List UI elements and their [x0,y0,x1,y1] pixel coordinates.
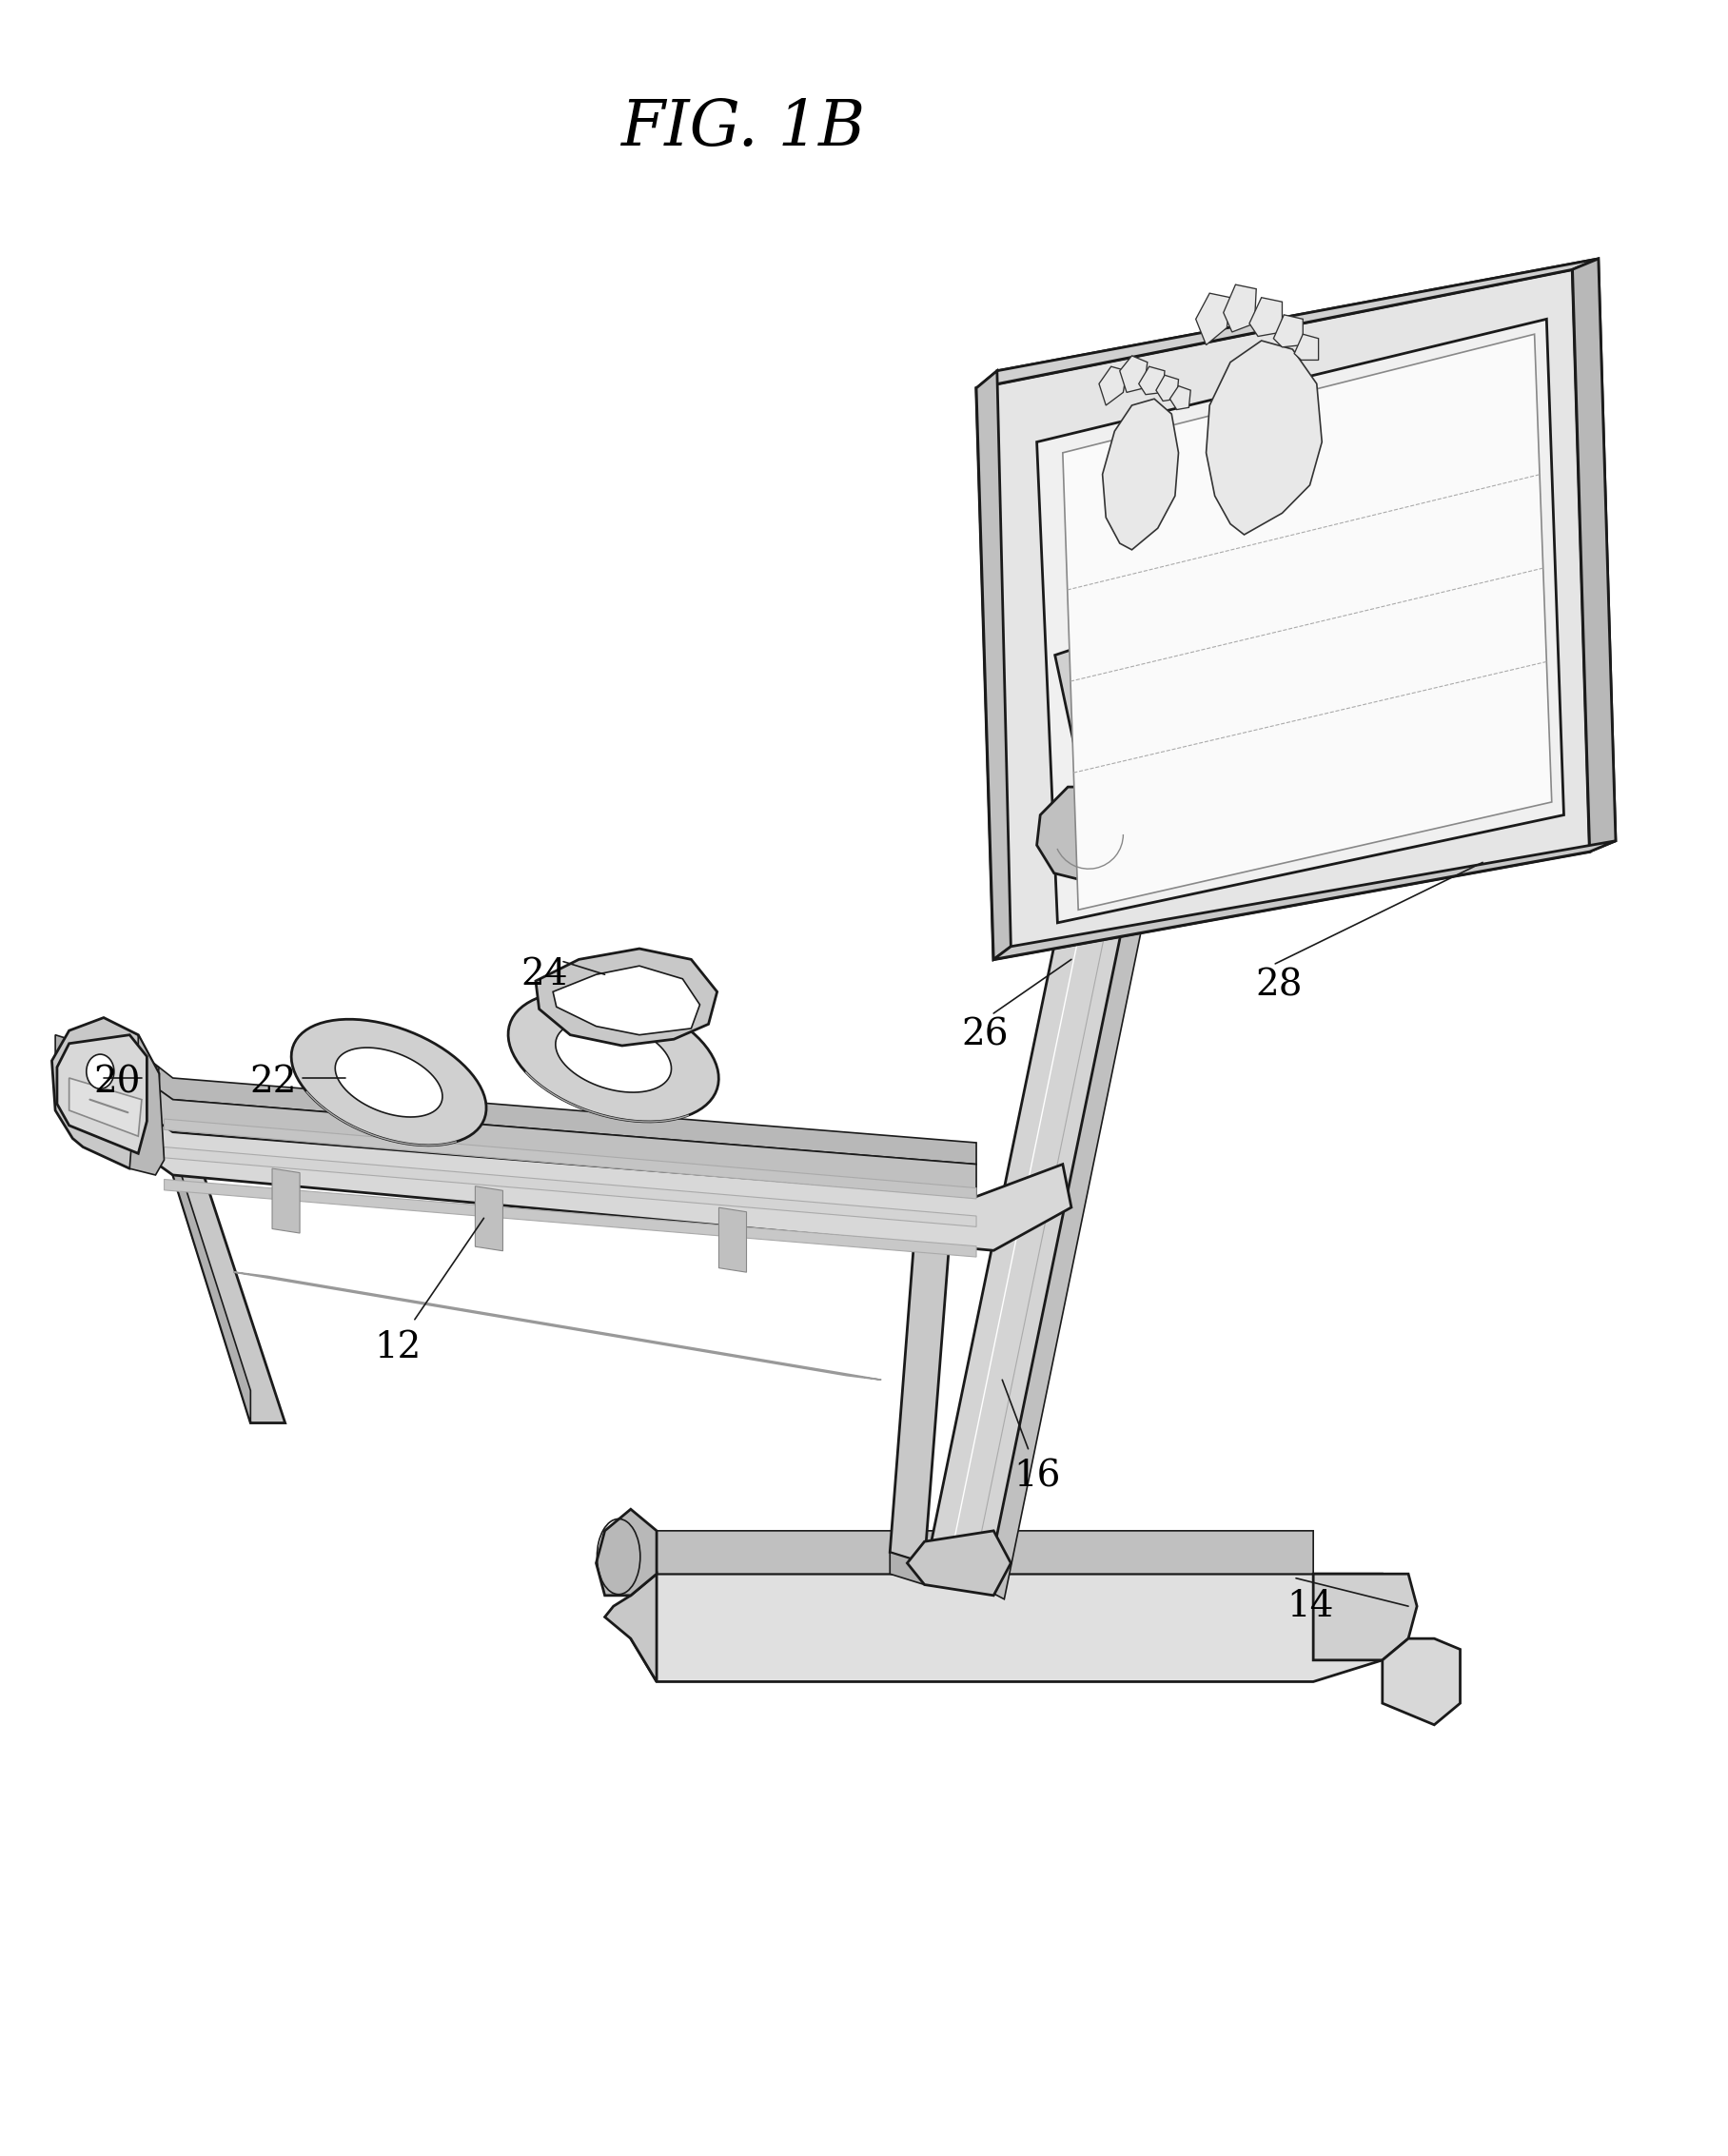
Text: 24: 24 [520,957,569,992]
Polygon shape [1099,367,1127,405]
Polygon shape [55,1035,159,1100]
Polygon shape [292,1020,486,1145]
Text: 12: 12 [373,1330,422,1365]
Polygon shape [164,1179,976,1257]
Polygon shape [890,1218,950,1563]
Polygon shape [233,1272,881,1380]
Polygon shape [475,1186,503,1250]
Text: 20: 20 [93,1065,142,1100]
Polygon shape [1249,298,1282,336]
Polygon shape [57,1035,147,1153]
Polygon shape [1572,259,1616,852]
Polygon shape [631,1531,1313,1595]
Polygon shape [1063,334,1552,910]
Polygon shape [164,1121,251,1423]
Polygon shape [890,1552,924,1585]
Text: 22: 22 [249,1065,297,1100]
Polygon shape [976,270,1590,959]
Polygon shape [1223,285,1256,332]
Polygon shape [1156,375,1178,401]
Polygon shape [1139,367,1165,395]
Polygon shape [1102,399,1178,550]
Polygon shape [112,1031,976,1164]
Polygon shape [596,1509,657,1595]
Polygon shape [930,800,1144,1572]
Polygon shape [553,966,700,1035]
Polygon shape [994,841,1616,959]
Polygon shape [1056,638,1139,817]
Polygon shape [1206,341,1322,535]
Polygon shape [1170,386,1191,410]
Polygon shape [1382,1639,1460,1725]
Text: 16: 16 [1013,1460,1061,1494]
Polygon shape [1196,293,1230,345]
Polygon shape [1294,334,1318,360]
Polygon shape [508,992,719,1121]
Polygon shape [1274,315,1303,347]
Polygon shape [69,1078,142,1136]
Polygon shape [1037,787,1140,884]
Polygon shape [556,1020,672,1093]
Polygon shape [976,371,1011,959]
Polygon shape [164,1119,976,1199]
Polygon shape [130,1035,164,1175]
Text: 26: 26 [961,1018,1009,1052]
Polygon shape [983,828,1159,1600]
Polygon shape [52,1018,159,1169]
Polygon shape [631,1574,1400,1682]
Polygon shape [112,1056,130,1132]
Polygon shape [1313,1574,1417,1660]
Polygon shape [976,259,1598,388]
Polygon shape [907,1531,1011,1595]
Polygon shape [112,1056,976,1197]
Polygon shape [605,1574,657,1682]
Text: FIG. 1B: FIG. 1B [620,97,866,160]
Polygon shape [1037,319,1564,923]
Circle shape [86,1054,114,1089]
Polygon shape [719,1207,746,1272]
Polygon shape [271,1169,301,1233]
Polygon shape [1120,356,1147,392]
Polygon shape [164,1147,976,1227]
Polygon shape [335,1048,442,1117]
Polygon shape [164,1147,285,1423]
Polygon shape [112,1089,1071,1250]
Polygon shape [997,259,1616,946]
Text: 28: 28 [1255,968,1303,1003]
Polygon shape [536,949,717,1046]
Text: 14: 14 [1286,1589,1334,1623]
